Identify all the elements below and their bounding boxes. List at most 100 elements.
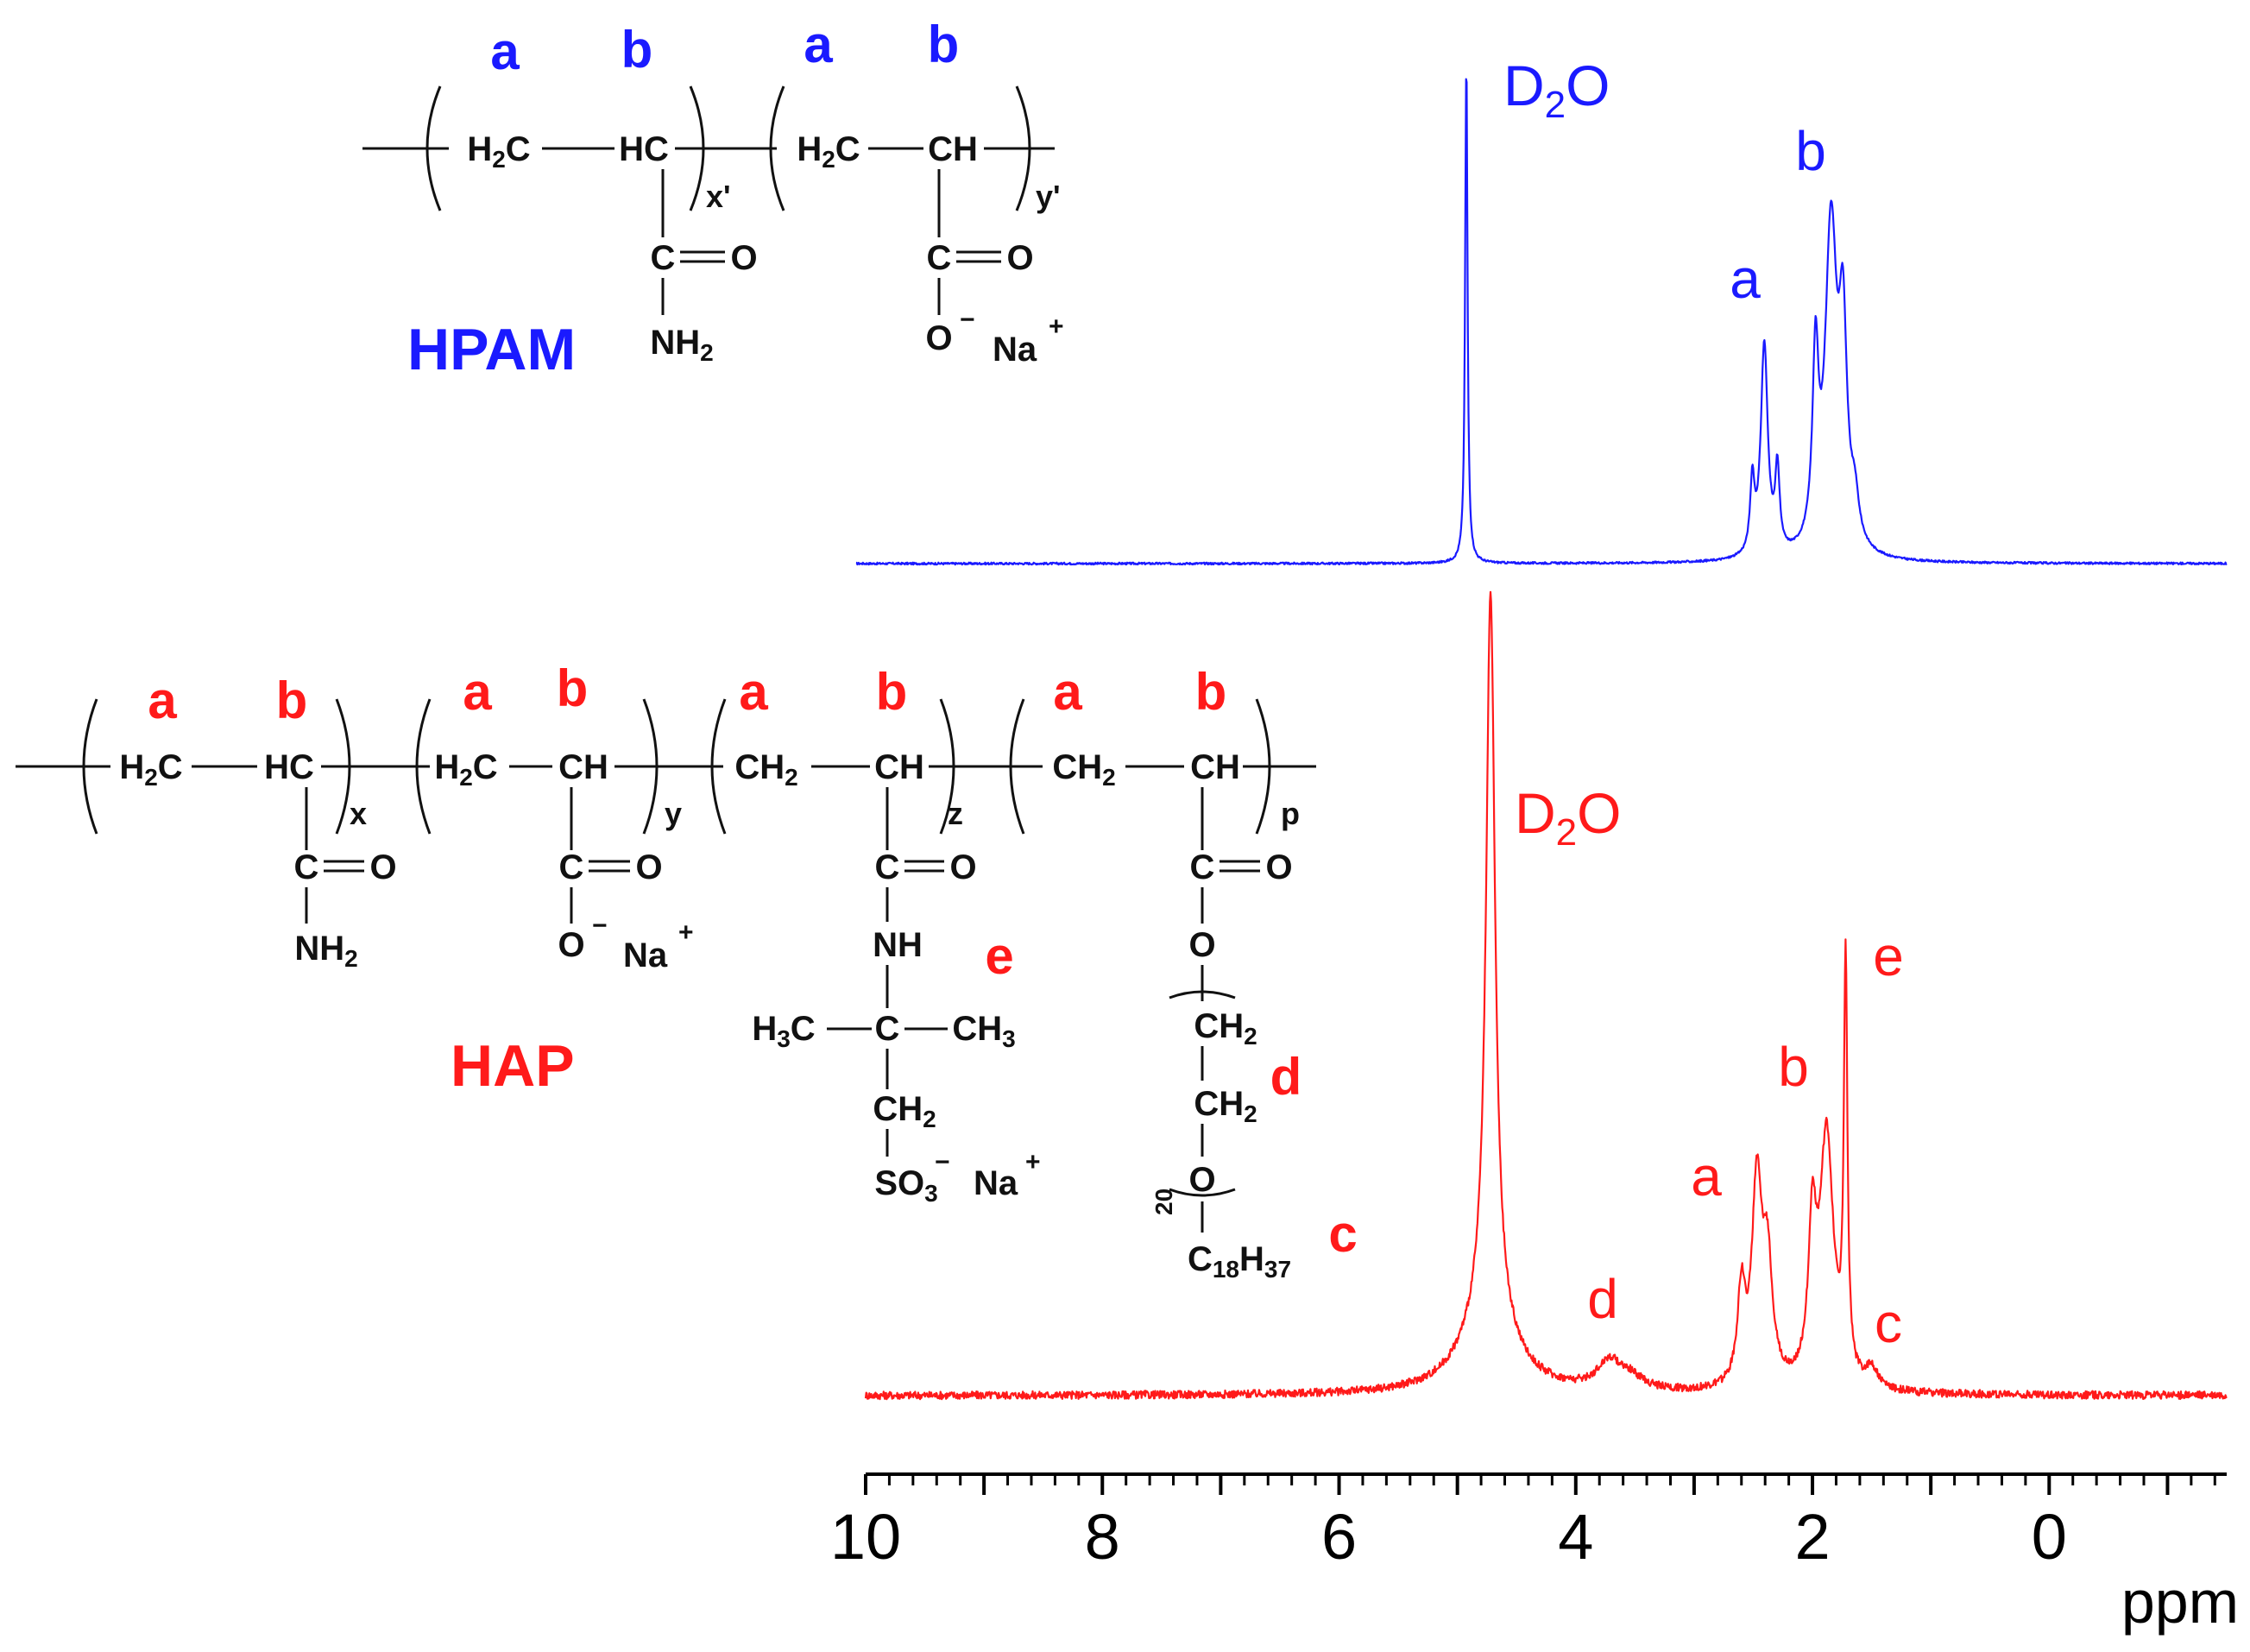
hap-peak-label-e: e [1873, 925, 1904, 987]
hap-unit4-tail: C18H37 [1188, 1240, 1291, 1283]
hap-site-label: a [739, 663, 768, 721]
hpam-name: HPAM [407, 317, 576, 382]
hap-peak-label-d: d [1587, 1268, 1618, 1330]
hpam-unit2-carbonyl-o: O [1006, 239, 1033, 277]
hap-unit1-carbonyl-c: C [294, 848, 319, 886]
x-axis-label: ppm [2121, 1568, 2239, 1636]
hap-unit1-right: HC [264, 748, 314, 786]
hpam-solvent-label: D2O [1503, 54, 1610, 126]
hap-site-label: b [1195, 663, 1227, 721]
hpam-site-label-b2: b [928, 16, 960, 73]
hap-eo-bracket-bottom [1169, 1188, 1236, 1197]
x-tick-label: 10 [830, 1501, 901, 1573]
hap-site-label: b [276, 672, 308, 729]
hap-bracket-close [1255, 698, 1271, 835]
hpam-unit2-oxide: O [925, 319, 952, 357]
hap-unit1-subscript: x [350, 796, 367, 831]
hap-unit3-left: CH2 [734, 748, 797, 791]
hap-spectrum-line [864, 590, 2228, 1401]
hap-unit2-subscript: y [665, 796, 682, 831]
hap-solvent-label: D2O [1515, 781, 1622, 854]
hap-label-e-structure: e [985, 927, 1013, 985]
hpam-bracket-open [769, 85, 785, 211]
hap-bracket-open [82, 698, 98, 835]
hap-unit3-counterion: Na [974, 1164, 1018, 1202]
hap-unit2-charge: − [592, 911, 608, 940]
hap-unit3-nh: NH [873, 926, 923, 964]
hap-bracket-open [415, 698, 432, 835]
hpam-site-label-a2: a [804, 16, 833, 73]
hap-unit3-right: CH [874, 748, 924, 786]
hpam-peak-label-b: b [1795, 120, 1826, 182]
hap-unit2-carbonyl-c: C [559, 848, 584, 886]
hap-unit2-right: CH [558, 748, 608, 786]
hap-unit3-carbonyl-o: O [949, 848, 976, 886]
hap-peak-label-a: a [1691, 1145, 1722, 1207]
hap-unit2-oxide: O [558, 926, 584, 964]
hap-unit3-carbonyl-c: C [875, 848, 900, 886]
hap-structure: a b a b a b a b H2C HC x C O [16, 659, 1358, 1283]
hpam-peak-label-a: a [1730, 248, 1761, 310]
hpam-unit2-charge: − [960, 306, 975, 334]
hap-unit1-left: H2C [119, 748, 182, 791]
hap-unit4-eo-n: 20 [1150, 1189, 1177, 1215]
hpam-unit2-counter-charge: + [1049, 312, 1064, 341]
hap-bracket-open [1009, 698, 1025, 835]
x-tick-label: 0 [2032, 1501, 2067, 1573]
hap-site-label: a [1053, 663, 1082, 721]
hpam-bracket-close [1015, 85, 1031, 211]
hap-bracket-close [642, 698, 659, 835]
hap-unit4-ester-o: O [1188, 926, 1215, 964]
hap-unit4-right: CH [1190, 748, 1240, 786]
hap-bracket-close [939, 698, 955, 835]
hap-unit3-methyl-left: H3C [752, 1010, 815, 1052]
x-tick-label: 8 [1085, 1501, 1120, 1573]
hap-unit4-carbonyl-o: O [1265, 848, 1292, 886]
hap-unit4-subscript: p [1281, 796, 1300, 831]
x-axis: 10 8 6 4 2 0 ppm [830, 1472, 2239, 1636]
hap-peak-label-c: c [1875, 1292, 1902, 1354]
hpam-unit1-subscript: x' [706, 179, 731, 214]
hap-bracket-close [335, 698, 351, 835]
hap-eo-bracket-top [1169, 990, 1236, 999]
hap-label-c-structure: c [1328, 1205, 1357, 1263]
hap-site-label: b [876, 663, 908, 721]
hap-site-label: b [557, 659, 589, 717]
hap-unit3-subscript: z [948, 796, 963, 831]
hpam-unit1-carbonyl-o: O [730, 239, 757, 277]
hap-unit2-carbonyl-o: O [635, 848, 662, 886]
hpam-spectrum-line [855, 78, 2228, 566]
hap-unit4-carbonyl-c: C [1190, 848, 1215, 886]
hpam-bracket-open [425, 85, 442, 211]
hap-name: HAP [451, 1033, 575, 1099]
x-tick-label: 6 [1321, 1501, 1357, 1573]
hap-peak-label-b: b [1778, 1036, 1809, 1098]
hap-bracket-open [710, 698, 727, 835]
hap-unit1-carbonyl-o: O [369, 848, 396, 886]
hap-unit4-eo-o: O [1188, 1161, 1215, 1199]
hpam-site-label-a1: a [490, 22, 520, 80]
hpam-unit1-left: H2C [467, 130, 530, 173]
hap-site-label: a [148, 672, 177, 729]
hap-label-d-structure: d [1270, 1048, 1302, 1106]
x-tick-label: 2 [1794, 1501, 1830, 1573]
hap-site-label: a [463, 663, 492, 721]
hpam-unit1-carbonyl-c: C [651, 239, 676, 277]
hpam-site-label-b1: b [621, 21, 653, 79]
hap-unit2-counter-charge: + [678, 918, 694, 947]
hpam-unit2-carbonyl-c: C [927, 239, 952, 277]
hap-unit3-quat-c: C [875, 1010, 900, 1048]
hpam-unit2-counterion: Na [993, 331, 1037, 369]
hpam-unit1-right: HC [619, 130, 669, 168]
hap-unit3-counter-charge: + [1025, 1148, 1041, 1176]
hpam-unit2-right: CH [928, 130, 978, 168]
hpam-unit2-subscript: y' [1036, 179, 1061, 214]
hap-unit2-counterion: Na [623, 936, 668, 974]
x-tick-label: 4 [1558, 1501, 1593, 1573]
hpam-bracket-close [689, 85, 705, 211]
hap-unit3-charge: − [935, 1148, 950, 1176]
